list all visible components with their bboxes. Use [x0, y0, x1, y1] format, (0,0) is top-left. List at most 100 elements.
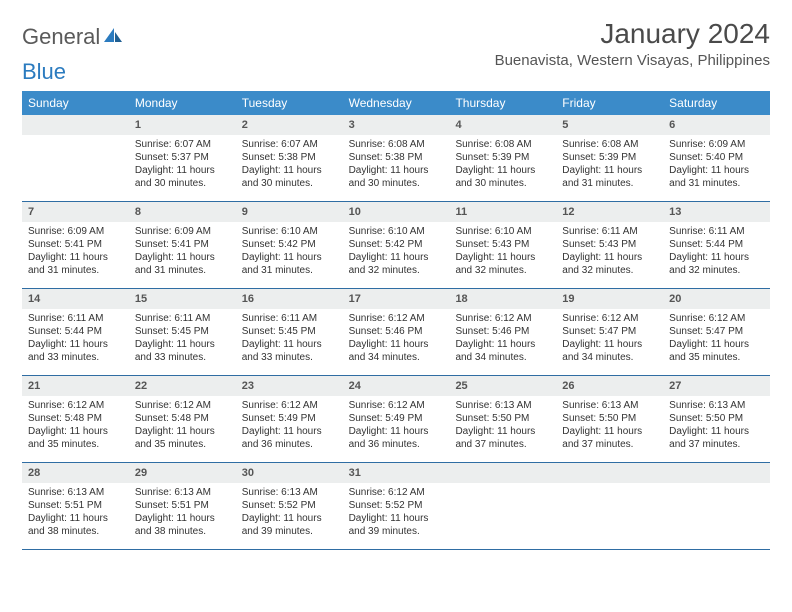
day-number: 15	[129, 289, 236, 309]
sun-info: Sunrise: 6:11 AMSunset: 5:45 PMDaylight:…	[129, 312, 236, 364]
day-number: 22	[129, 376, 236, 396]
day-cell: 12 Sunrise: 6:11 AMSunset: 5:43 PMDayligh…	[556, 202, 663, 288]
day-number: 28	[22, 463, 129, 483]
day-number: 21	[22, 376, 129, 396]
day-cell: 16 Sunrise: 6:11 AMSunset: 5:45 PMDayligh…	[236, 289, 343, 375]
day-number: 31	[343, 463, 450, 483]
day-cell: 3Sunrise: 6:08 AMSunset: 5:38 PMDaylight…	[343, 115, 450, 201]
sun-info: Sunrise: 6:11 AMSunset: 5:44 PMDaylight:…	[22, 312, 129, 364]
sun-info: Sunrise: 6:12 AMSunset: 5:48 PMDaylight:…	[22, 399, 129, 451]
day-number: 5	[556, 115, 663, 135]
sun-info: Sunrise: 6:11 AMSunset: 5:44 PMDaylight:…	[663, 225, 770, 277]
day-cell: 24Sunrise: 6:12 AMSunset: 5:49 PMDayligh…	[343, 376, 450, 462]
week-row: 28Sunrise: 6:13 AMSunset: 5:51 PMDayligh…	[22, 463, 770, 550]
sun-info: Sunrise: 6:12 AMSunset: 5:49 PMDaylight:…	[236, 399, 343, 451]
day-cell: 29Sunrise: 6:13 AMSunset: 5:51 PMDayligh…	[129, 463, 236, 549]
weekday-wed: Wednesday	[343, 91, 450, 115]
day-number: 27	[663, 376, 770, 396]
day-number: 23	[236, 376, 343, 396]
day-cell: 7 Sunrise: 6:09 AMSunset: 5:41 PMDaylight…	[22, 202, 129, 288]
sun-info: Sunrise: 6:07 AMSunset: 5:38 PMDaylight:…	[236, 138, 343, 190]
sun-info: Sunrise: 6:10 AMSunset: 5:42 PMDaylight:…	[236, 225, 343, 277]
day-cell: 10Sunrise: 6:10 AMSunset: 5:42 PMDayligh…	[343, 202, 450, 288]
day-cell: 23 Sunrise: 6:12 AMSunset: 5:49 PMDayligh…	[236, 376, 343, 462]
day-cell: 1Sunrise: 6:07 AMSunset: 5:37 PMDaylight…	[129, 115, 236, 201]
day-number: 29	[129, 463, 236, 483]
day-number: 6	[663, 115, 770, 135]
day-number	[663, 463, 770, 483]
sun-info: Sunrise: 6:09 AMSunset: 5:40 PMDaylight:…	[663, 138, 770, 190]
brand-part1: General	[22, 24, 100, 50]
day-number: 1	[129, 115, 236, 135]
day-cell: 6 Sunrise: 6:09 AMSunset: 5:40 PMDaylight…	[663, 115, 770, 201]
sun-info: Sunrise: 6:13 AMSunset: 5:50 PMDaylight:…	[663, 399, 770, 451]
sun-info: Sunrise: 6:13 AMSunset: 5:50 PMDaylight:…	[449, 399, 556, 451]
sun-info: Sunrise: 6:08 AMSunset: 5:39 PMDaylight:…	[556, 138, 663, 190]
sun-info: Sunrise: 6:13 AMSunset: 5:52 PMDaylight:…	[236, 486, 343, 538]
sun-info: Sunrise: 6:12 AMSunset: 5:47 PMDaylight:…	[556, 312, 663, 364]
week-row: 1Sunrise: 6:07 AMSunset: 5:37 PMDaylight…	[22, 115, 770, 202]
sun-info: Sunrise: 6:08 AMSunset: 5:38 PMDaylight:…	[343, 138, 450, 190]
day-cell: 11 Sunrise: 6:10 AMSunset: 5:43 PMDayligh…	[449, 202, 556, 288]
title-block: January 2024 Buenavista, Western Visayas…	[495, 18, 770, 69]
day-number: 9	[236, 202, 343, 222]
day-number: 11	[449, 202, 556, 222]
weeks-container: 1Sunrise: 6:07 AMSunset: 5:37 PMDaylight…	[22, 115, 770, 550]
day-number: 18	[449, 289, 556, 309]
week-row: 21Sunrise: 6:12 AMSunset: 5:48 PMDayligh…	[22, 376, 770, 463]
day-cell	[663, 463, 770, 549]
weekday-mon: Monday	[129, 91, 236, 115]
sun-info: Sunrise: 6:09 AMSunset: 5:41 PMDaylight:…	[129, 225, 236, 277]
day-cell	[556, 463, 663, 549]
day-number: 26	[556, 376, 663, 396]
day-cell: 19 Sunrise: 6:12 AMSunset: 5:47 PMDayligh…	[556, 289, 663, 375]
day-cell: 18 Sunrise: 6:12 AMSunset: 5:46 PMDayligh…	[449, 289, 556, 375]
day-number	[556, 463, 663, 483]
day-cell: 31 Sunrise: 6:12 AMSunset: 5:52 PMDayligh…	[343, 463, 450, 549]
day-number: 7	[22, 202, 129, 222]
sun-info: Sunrise: 6:10 AMSunset: 5:43 PMDaylight:…	[449, 225, 556, 277]
day-number: 2	[236, 115, 343, 135]
sun-info: Sunrise: 6:12 AMSunset: 5:46 PMDaylight:…	[449, 312, 556, 364]
day-cell: 25 Sunrise: 6:13 AMSunset: 5:50 PMDayligh…	[449, 376, 556, 462]
sun-info: Sunrise: 6:11 AMSunset: 5:45 PMDaylight:…	[236, 312, 343, 364]
day-number: 13	[663, 202, 770, 222]
week-row: 7Sunrise: 6:09 AMSunset: 5:41 PMDaylight…	[22, 202, 770, 289]
sun-info: Sunrise: 6:09 AMSunset: 5:41 PMDaylight:…	[22, 225, 129, 277]
day-number: 16	[236, 289, 343, 309]
location-label: Buenavista, Western Visayas, Philippines	[495, 52, 770, 69]
day-number: 8	[129, 202, 236, 222]
brand-logo: General	[22, 18, 124, 50]
weekday-header: Sunday Monday Tuesday Wednesday Thursday…	[22, 91, 770, 115]
day-cell: 4 Sunrise: 6:08 AMSunset: 5:39 PMDaylight…	[449, 115, 556, 201]
weekday-sun: Sunday	[22, 91, 129, 115]
weekday-fri: Friday	[556, 91, 663, 115]
day-cell: 20 Sunrise: 6:12 AMSunset: 5:47 PMDayligh…	[663, 289, 770, 375]
day-number: 10	[343, 202, 450, 222]
day-cell: 9 Sunrise: 6:10 AMSunset: 5:42 PMDaylight…	[236, 202, 343, 288]
day-cell: 17Sunrise: 6:12 AMSunset: 5:46 PMDayligh…	[343, 289, 450, 375]
sun-info: Sunrise: 6:08 AMSunset: 5:39 PMDaylight:…	[449, 138, 556, 190]
day-cell: 15 Sunrise: 6:11 AMSunset: 5:45 PMDayligh…	[129, 289, 236, 375]
calendar-grid: Sunday Monday Tuesday Wednesday Thursday…	[22, 91, 770, 550]
day-number: 20	[663, 289, 770, 309]
day-number: 25	[449, 376, 556, 396]
day-cell: 5 Sunrise: 6:08 AMSunset: 5:39 PMDaylight…	[556, 115, 663, 201]
brand-part2: Blue	[22, 59, 66, 85]
day-number: 4	[449, 115, 556, 135]
day-number: 19	[556, 289, 663, 309]
day-cell: 30Sunrise: 6:13 AMSunset: 5:52 PMDayligh…	[236, 463, 343, 549]
sun-info: Sunrise: 6:11 AMSunset: 5:43 PMDaylight:…	[556, 225, 663, 277]
sun-info: Sunrise: 6:12 AMSunset: 5:52 PMDaylight:…	[343, 486, 450, 538]
day-number: 14	[22, 289, 129, 309]
day-cell: 27 Sunrise: 6:13 AMSunset: 5:50 PMDayligh…	[663, 376, 770, 462]
day-number: 17	[343, 289, 450, 309]
sun-info: Sunrise: 6:13 AMSunset: 5:50 PMDaylight:…	[556, 399, 663, 451]
day-cell: 14 Sunrise: 6:11 AMSunset: 5:44 PMDayligh…	[22, 289, 129, 375]
sun-info: Sunrise: 6:12 AMSunset: 5:48 PMDaylight:…	[129, 399, 236, 451]
day-number	[22, 115, 129, 135]
day-cell: 2 Sunrise: 6:07 AMSunset: 5:38 PMDaylight…	[236, 115, 343, 201]
day-cell: 26 Sunrise: 6:13 AMSunset: 5:50 PMDayligh…	[556, 376, 663, 462]
day-number: 12	[556, 202, 663, 222]
sun-info: Sunrise: 6:12 AMSunset: 5:47 PMDaylight:…	[663, 312, 770, 364]
